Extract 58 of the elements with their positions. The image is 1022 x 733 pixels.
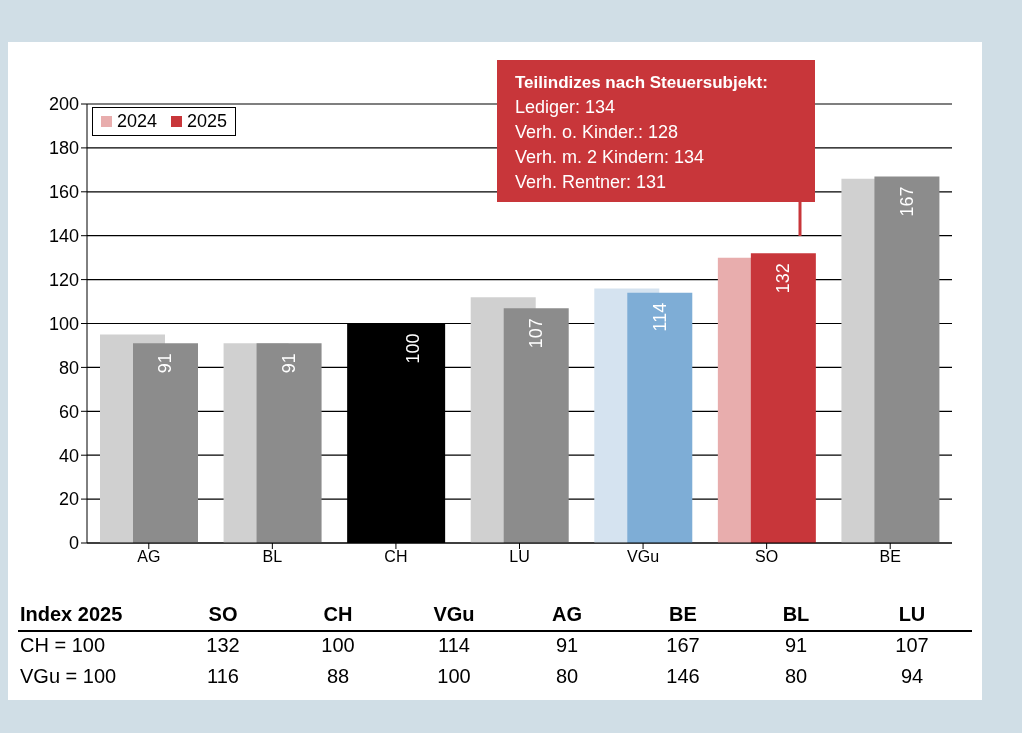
legend-label: 2024 (116, 111, 158, 132)
text: 146 (665, 665, 701, 688)
bar (627, 292, 693, 543)
y-tick-label: 40 (58, 445, 79, 466)
y-tick-label: 140 (48, 226, 79, 247)
text: AG (551, 603, 583, 626)
text: 167 (665, 634, 701, 657)
text: 88 (325, 665, 351, 688)
data-label: 114 (649, 302, 670, 332)
text: 91 (554, 634, 580, 657)
bar (256, 343, 322, 543)
data-label: 91 (279, 353, 300, 374)
data-label: 132 (773, 263, 794, 294)
y-tick-label: 20 (58, 489, 79, 510)
text: 114 (437, 634, 471, 657)
text: BE (668, 603, 698, 626)
x-tick-label: VGu (627, 548, 660, 566)
y-tick-label: 60 (58, 401, 79, 422)
text: CH (322, 603, 354, 626)
data-label: 91 (155, 353, 176, 374)
x-tick-label: BL (262, 548, 283, 566)
text: CH = 100 (20, 634, 106, 657)
bar (874, 176, 940, 543)
bar (503, 308, 569, 543)
x-tick-label: AG (137, 548, 161, 566)
text: LU (897, 603, 927, 626)
text: 94 (899, 665, 925, 688)
y-tick-label: 180 (48, 138, 79, 159)
text: 80 (783, 665, 809, 688)
y-tick-label: 200 (48, 94, 79, 115)
text: 107 (894, 634, 930, 657)
bar (750, 253, 816, 543)
text: 100 (436, 665, 472, 688)
data-label: 100 (402, 333, 423, 364)
data-label: 107 (526, 318, 547, 349)
bar (133, 343, 198, 543)
text: VGu (432, 603, 476, 626)
text: 100 (320, 634, 356, 657)
y-tick-label: 0 (68, 533, 79, 554)
x-tick-label: CH (384, 548, 408, 566)
legend-label: 2025 (186, 111, 228, 132)
y-tick-label: 120 (48, 269, 79, 290)
text: 132 (205, 634, 241, 657)
x-tick-label: SO (755, 548, 779, 566)
text: VGu = 100 (20, 665, 117, 688)
text: Index 2025 (20, 603, 123, 626)
y-tick-label: 100 (48, 313, 79, 334)
text: BL (781, 603, 811, 626)
x-tick-label: LU (509, 548, 530, 566)
data-label: 167 (896, 186, 917, 217)
x-tick-label: BE (879, 548, 901, 566)
y-tick-label: 160 (48, 182, 79, 203)
text: 116 (206, 665, 240, 688)
text: 80 (554, 665, 580, 688)
text: 91 (783, 634, 809, 657)
annotation: Teilindizes nach Steuersubjekt: Lediger: 134 Verh. o. Kinder.: 128 Verh. m. 2 Kindern: 134 Verh. Rentner: 131 (515, 72, 769, 194)
text: SO (207, 603, 239, 626)
y-tick-label: 80 (58, 357, 79, 378)
